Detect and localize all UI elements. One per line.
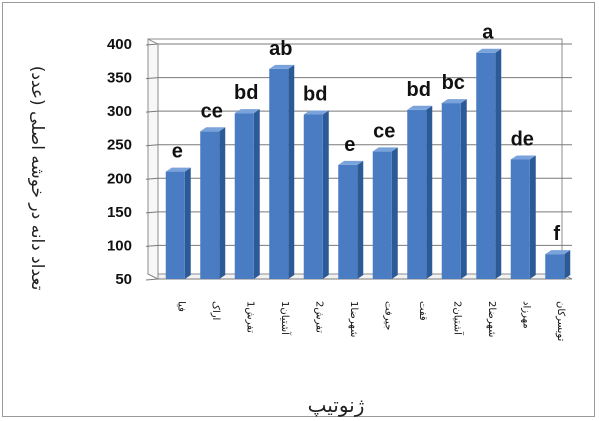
bar-top	[234, 109, 260, 114]
x-tick-label: 2شهرضا	[486, 301, 497, 337]
y-tick-label: 50	[115, 271, 132, 288]
bar	[269, 64, 295, 279]
bar-top	[165, 167, 191, 172]
bar	[303, 110, 329, 279]
x-tick-label: 1آشتیان	[279, 301, 292, 336]
bar-front	[338, 164, 358, 279]
x-axis-title: ژنوتیپ	[308, 393, 365, 418]
x-tick-label: قفت	[417, 301, 428, 321]
bar-side	[184, 167, 191, 279]
bar-front	[200, 131, 220, 279]
y-tick-label: 250	[107, 137, 132, 154]
significance-letter: bd	[303, 84, 327, 106]
bar-top	[510, 155, 536, 160]
y-tick-label: 400	[107, 36, 132, 53]
gridline	[145, 43, 572, 46]
bar-side	[253, 109, 260, 280]
bar-front	[303, 114, 323, 279]
bar-front	[510, 159, 530, 279]
y-tick-label: 300	[107, 103, 132, 120]
bar-front	[165, 171, 185, 279]
bar	[372, 147, 398, 279]
bar	[407, 105, 433, 279]
x-tick-label: 2تفرش	[313, 301, 324, 333]
x-axis-categories: فیا اراک 1تفرش 1آشتیان 2تفرش 1شهرضا جیرفت قفت 2آ…	[175, 301, 566, 342]
bar-front	[234, 113, 254, 280]
x-tick-label: تویسرکان	[555, 301, 566, 342]
bar-front	[372, 151, 392, 279]
x-tick-label: 1تفرش	[244, 301, 255, 333]
significance-letter: a	[482, 22, 494, 44]
bar-front	[545, 254, 565, 279]
bar	[338, 160, 364, 279]
y-axis-title: تعداد دانه در خوشه اصلی (عدد)	[27, 66, 47, 291]
bar-side	[322, 110, 329, 279]
bar-top	[545, 250, 571, 255]
bars	[165, 48, 571, 280]
x-tick-label: مهرزاد	[520, 301, 531, 329]
y-axis-ticks: 50 100 150 200 250 300 350 400	[107, 36, 132, 288]
bar-top	[200, 127, 226, 132]
bar-front	[269, 68, 289, 279]
bar	[165, 167, 191, 279]
bar-side	[564, 250, 571, 279]
side-wall	[147, 38, 159, 280]
bar-top	[476, 48, 502, 53]
bar-top	[407, 105, 433, 110]
significance-letter: de	[511, 128, 534, 150]
chart-frame	[2, 2, 595, 417]
significance-letter: e	[344, 134, 355, 156]
bar-side	[495, 48, 502, 279]
y-tick-label: 150	[107, 204, 132, 221]
bar-side	[426, 105, 433, 279]
bar-side	[529, 155, 536, 279]
y-tick-label: 200	[107, 170, 132, 187]
bar	[476, 48, 502, 279]
gridline	[145, 177, 572, 180]
bar-top	[338, 160, 364, 165]
significance-letter: e	[172, 141, 183, 163]
bar-front	[476, 52, 496, 279]
x-tick-label: 1شهرضا	[348, 301, 359, 337]
significance-letter: bc	[442, 72, 465, 94]
bar	[200, 127, 226, 280]
significance-letter: f	[553, 223, 560, 245]
bar-side	[460, 99, 467, 279]
y-tick-label: 350	[107, 70, 132, 87]
bar-top	[269, 64, 295, 69]
x-tick-label: جیرفت	[382, 301, 393, 330]
significance-letter: ce	[201, 100, 223, 122]
gridline	[145, 77, 572, 80]
y-tick-label: 100	[107, 237, 132, 254]
gridline	[145, 110, 572, 113]
gridline	[145, 211, 572, 214]
significance-letter: ce	[373, 120, 395, 142]
bar-side	[219, 127, 226, 280]
bar-top	[303, 110, 329, 115]
gridlines	[145, 43, 572, 281]
bar-side	[391, 147, 398, 279]
significance-letter: ab	[269, 38, 292, 60]
bar	[510, 155, 536, 279]
gridline	[145, 244, 572, 247]
bar-front	[407, 109, 427, 279]
bar-side	[288, 64, 295, 279]
bar	[545, 250, 571, 279]
x-tick-label: فیا	[175, 301, 186, 312]
bar	[234, 109, 260, 280]
bar	[441, 99, 467, 279]
significance-letter: bd	[407, 79, 431, 101]
significance-letter: bd	[234, 82, 258, 104]
bar-top	[441, 99, 467, 104]
x-tick-label: اراک	[210, 301, 221, 320]
bar-front	[441, 103, 461, 279]
bar-side	[357, 160, 364, 279]
gridline	[145, 278, 572, 281]
x-tick-label: 2آشتیان	[451, 301, 464, 336]
bar-top	[372, 147, 398, 152]
gridline	[145, 144, 572, 147]
